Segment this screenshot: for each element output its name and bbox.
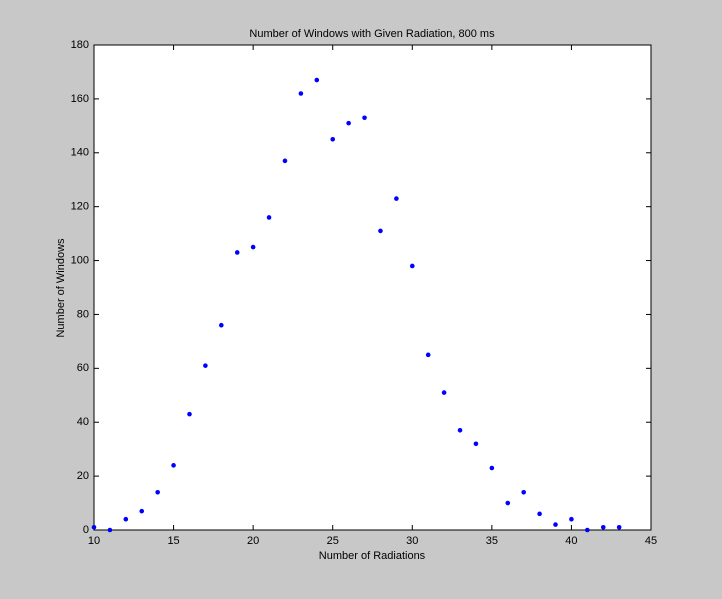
point (91, 525, 97, 530)
y-tick-label: 140 (71, 147, 89, 159)
x-tick-label: 45 (645, 535, 657, 547)
y-axis-label: Number of Windows (55, 238, 67, 338)
point (521, 489, 526, 495)
point (553, 522, 558, 527)
point (107, 527, 113, 533)
point (219, 322, 224, 328)
point (489, 465, 495, 471)
point (585, 527, 590, 533)
point (155, 489, 160, 495)
point (187, 411, 192, 417)
y-tick-label: 0 (83, 524, 89, 536)
y-tick-label: 180 (71, 39, 89, 51)
x-tick-label: 15 (167, 535, 179, 547)
point (330, 137, 336, 142)
y-tick-label: 20 (77, 470, 89, 482)
x-axis-label: Number of Radiations (319, 550, 426, 562)
point (441, 390, 447, 395)
point (298, 91, 304, 96)
point (505, 500, 511, 506)
point (346, 120, 351, 126)
point (600, 525, 606, 530)
point (425, 352, 431, 358)
y-tick-label: 120 (71, 201, 89, 213)
point (473, 441, 479, 447)
point (569, 516, 574, 522)
y-tick-label: 80 (77, 308, 89, 320)
point (537, 511, 542, 517)
y-tick-label: 100 (71, 254, 89, 266)
point (394, 196, 399, 201)
x-tick-label: 25 (327, 535, 339, 547)
y-tick-label: 60 (77, 362, 89, 374)
point (250, 244, 256, 250)
plot-area (93, 44, 652, 531)
x-tick-label: 20 (247, 535, 259, 547)
point (362, 115, 367, 121)
point (314, 77, 320, 83)
y-tick-label: 40 (77, 416, 89, 428)
point (378, 228, 383, 234)
point (616, 525, 622, 530)
y-tick-label: 160 (71, 93, 89, 105)
point (457, 428, 463, 433)
point (282, 158, 288, 164)
point (203, 363, 208, 368)
point (139, 508, 145, 514)
point (123, 516, 129, 522)
point (409, 263, 415, 269)
x-tick-label: 10 (88, 535, 100, 547)
point (266, 215, 272, 220)
x-tick-label: 35 (486, 535, 498, 547)
point (234, 250, 240, 255)
x-tick-label: 30 (406, 535, 418, 547)
chart-title: Number of Windows with Given Radiation, … (249, 28, 495, 40)
x-tick-label: 40 (565, 535, 577, 547)
point (171, 463, 176, 468)
